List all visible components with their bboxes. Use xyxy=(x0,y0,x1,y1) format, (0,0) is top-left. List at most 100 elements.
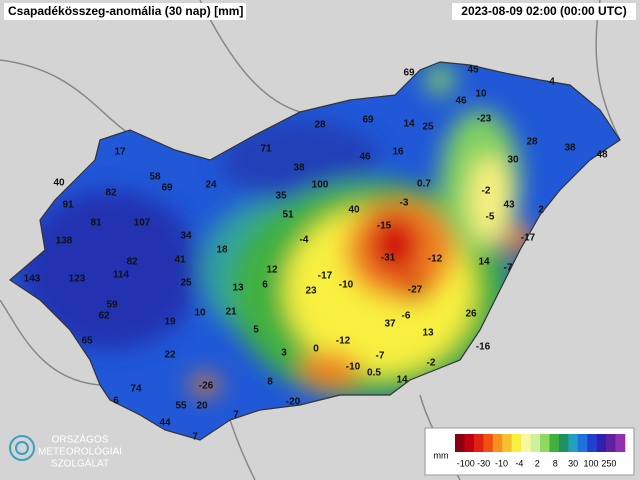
station-value: 62 xyxy=(98,311,110,322)
legend-swatch xyxy=(502,434,512,452)
station-value: 55 xyxy=(175,401,187,412)
station-value: 24 xyxy=(205,180,217,191)
station-value: 18 xyxy=(216,245,228,256)
station-value: 17 xyxy=(114,147,126,158)
station-value: 71 xyxy=(260,144,272,155)
station-value: 51 xyxy=(282,210,294,221)
station-value: 6 xyxy=(113,396,119,407)
legend-tick-label: 100 xyxy=(583,458,598,468)
station-value: 114 xyxy=(113,270,130,281)
station-value: 7 xyxy=(192,432,198,443)
legend-swatch xyxy=(558,434,569,452)
station-value: -17 xyxy=(521,233,536,244)
timestamp-box xyxy=(452,3,636,20)
station-value: 46 xyxy=(455,96,467,107)
station-value: 10 xyxy=(194,308,206,319)
station-value: 22 xyxy=(164,350,176,361)
station-value: -12 xyxy=(428,254,443,265)
legend-swatch xyxy=(568,434,579,452)
station-value: 38 xyxy=(564,143,576,154)
station-value: 69 xyxy=(161,183,173,194)
station-value: 46 xyxy=(359,152,371,163)
timestamp: 2023-08-09 02:00 (00:00 UTC) xyxy=(461,4,626,18)
logo-text: ORSZÁGOS xyxy=(52,433,109,446)
legend: -100 -30 -10 -4 2 8 30 100 250 xyxy=(455,434,626,468)
station-value: 0.7 xyxy=(417,179,431,190)
logo-text: SZOLGÁLAT xyxy=(51,457,109,470)
station-value: 12 xyxy=(266,265,278,276)
station-value: -23 xyxy=(477,114,492,125)
station-value: 65 xyxy=(81,336,93,347)
station-value: 123 xyxy=(69,274,86,285)
legend-swatch xyxy=(511,434,522,452)
station-value: -10 xyxy=(346,362,361,373)
station-value: 23 xyxy=(305,286,317,297)
station-value: 28 xyxy=(314,120,326,131)
station-value: 2 xyxy=(538,205,544,216)
station-value: 138 xyxy=(56,236,73,247)
logo-mark-inner xyxy=(15,441,29,455)
station-value: 58 xyxy=(149,172,161,183)
station-value: 19 xyxy=(164,317,176,328)
station-value: 82 xyxy=(126,257,138,268)
legend-tick-label: -30 xyxy=(477,458,490,468)
legend-swatch xyxy=(606,434,616,452)
station-value: 81 xyxy=(90,218,102,229)
station-value: -10 xyxy=(339,280,354,291)
station-value: 7 xyxy=(233,410,239,421)
station-value: -4 xyxy=(300,235,309,246)
station-value: -6 xyxy=(402,311,411,322)
title-box xyxy=(4,3,246,20)
legend-swatch xyxy=(577,434,588,452)
legend-swatch xyxy=(492,434,503,452)
station-value: -26 xyxy=(199,381,214,392)
station-value: 40 xyxy=(53,178,65,189)
station-value: 16 xyxy=(392,147,404,158)
station-value: 30 xyxy=(507,155,519,166)
station-value: -16 xyxy=(476,342,491,353)
station-value: 143 xyxy=(24,274,41,285)
station-value: 14 xyxy=(403,119,415,130)
station-value: 69 xyxy=(362,115,374,126)
legend-swatch xyxy=(521,434,531,452)
station-value: 0.5 xyxy=(367,368,381,379)
station-value: 5 xyxy=(253,325,259,336)
station-value: 35 xyxy=(275,191,287,202)
station-value: 34 xyxy=(180,231,192,242)
legend-tick-label: 8 xyxy=(553,458,558,468)
station-value: -17 xyxy=(318,271,333,282)
title: Csapadékösszeg-anomália (30 nap) [mm] xyxy=(8,4,243,18)
legend-swatch xyxy=(587,434,597,452)
station-value: 13 xyxy=(232,283,244,294)
station-value: 26 xyxy=(465,309,477,320)
station-value: 59 xyxy=(106,300,118,311)
station-value: 28 xyxy=(526,137,538,148)
logo-mark xyxy=(9,435,35,461)
legend-swatch xyxy=(473,434,484,452)
legend-tick-label: -10 xyxy=(495,458,508,468)
station-value: 37 xyxy=(384,319,396,330)
station-value: 0 xyxy=(313,344,319,355)
station-value: -2 xyxy=(482,186,491,197)
station-value: 100 xyxy=(312,180,329,191)
station-value: -2 xyxy=(427,358,436,369)
legend-tick-label: 250 xyxy=(601,458,616,468)
station-value: 43 xyxy=(503,200,515,211)
legend-tick-label: 2 xyxy=(535,458,540,468)
legend-swatch xyxy=(549,434,560,452)
station-value: 38 xyxy=(293,163,305,174)
legend-unit: mm xyxy=(434,450,449,460)
legend-swatch xyxy=(455,434,465,452)
legend-tick-label: -100 xyxy=(457,458,475,468)
station-value: 25 xyxy=(422,122,434,133)
station-value: 8 xyxy=(267,377,273,388)
station-value: 6 xyxy=(262,280,268,291)
station-value: -5 xyxy=(486,212,495,223)
station-value: 21 xyxy=(225,307,237,318)
legend-tick-label: -4 xyxy=(515,458,523,468)
station-value: 48 xyxy=(596,150,608,161)
station-value: 10 xyxy=(475,89,487,100)
station-value: 107 xyxy=(134,218,151,229)
